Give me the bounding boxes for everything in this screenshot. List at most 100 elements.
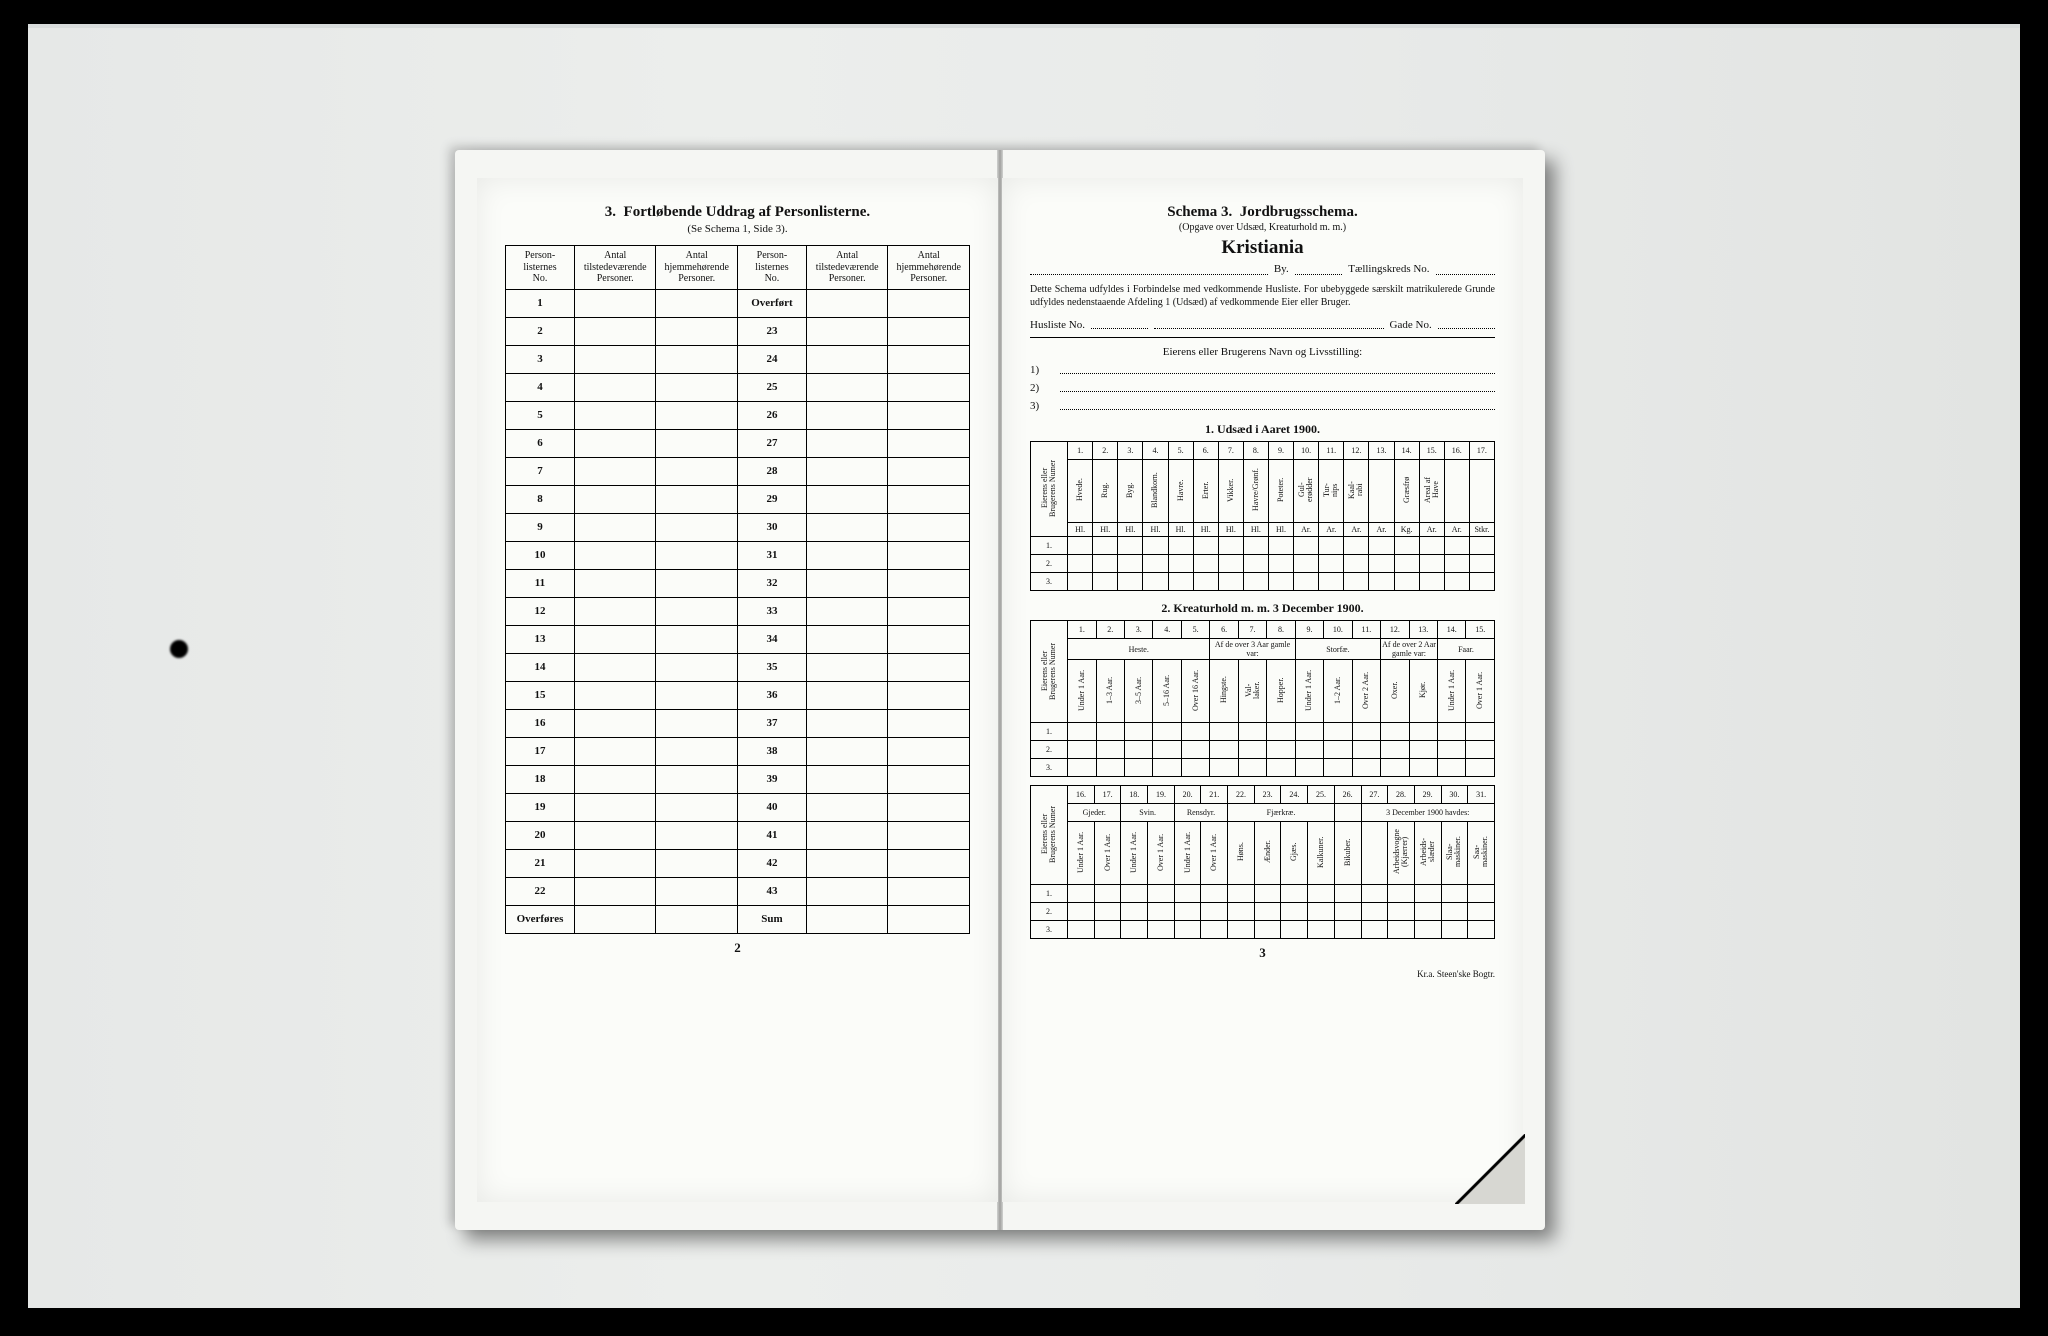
row-number: 24 <box>737 345 806 373</box>
data-row: 1. <box>1031 885 1495 903</box>
col-number: 24. <box>1281 786 1308 804</box>
row-number: 39 <box>737 765 806 793</box>
col-number: 1. <box>1068 621 1096 639</box>
col-number: 15. <box>1466 621 1495 639</box>
col-number: 4. <box>1143 442 1168 460</box>
row-number: 2. <box>1031 741 1068 759</box>
person-row: 1031 <box>506 541 970 569</box>
person-col-header: AntalhjemmehørendePersoner. <box>656 246 738 290</box>
data-row: 1. <box>1031 723 1495 741</box>
col-number: 5. <box>1168 442 1193 460</box>
col-heading: 1–3 Aar. <box>1096 660 1124 723</box>
row-number: 23 <box>737 317 806 345</box>
person-col-header: Person-listernesNo. <box>506 246 575 290</box>
row-number: Overført <box>737 289 806 317</box>
col-number: 23. <box>1254 786 1281 804</box>
udsaed-table: Eierens ellerBrugerens Numer1.2.3.4.5.6.… <box>1030 441 1495 591</box>
col-heading: Kaal-rabi <box>1344 460 1369 523</box>
col-heading: Under 1 Aar. <box>1174 822 1201 885</box>
person-row: 13 34 <box>506 625 970 653</box>
unit-cell: Ar. <box>1419 523 1444 537</box>
col-number: 10. <box>1324 621 1352 639</box>
data-row: 3. <box>1031 921 1495 939</box>
group-heading <box>1334 804 1361 822</box>
row-number: 29 <box>737 485 806 513</box>
col-heading: Gul-erødder <box>1294 460 1319 523</box>
row-number: 4 <box>506 373 575 401</box>
col-number: 17. <box>1469 442 1494 460</box>
group-heading: Svin. <box>1121 804 1174 822</box>
data-row: 2. <box>1031 555 1495 573</box>
group-heading: 3 December 1900 havdes: <box>1361 804 1495 822</box>
col-number: 9. <box>1268 442 1293 460</box>
data-row: 2. <box>1031 741 1495 759</box>
data-row: 1. <box>1031 537 1495 555</box>
row-number: 33 <box>737 597 806 625</box>
row-number: 36 <box>737 681 806 709</box>
col-heading: Græsfrø <box>1394 460 1419 523</box>
person-row: 1233 <box>506 597 970 625</box>
row-number: 43 <box>737 877 806 905</box>
owner-line: 1) <box>1030 364 1495 376</box>
row-number: 7 <box>506 457 575 485</box>
data-row: 3. <box>1031 573 1495 591</box>
col-heading: 5–16 Aar. <box>1153 660 1181 723</box>
col-heading: Under 1 Aar. <box>1121 822 1148 885</box>
col-heading: Vikker. <box>1218 460 1243 523</box>
row-number: 34 <box>737 625 806 653</box>
col-number: 25. <box>1308 786 1335 804</box>
col-number: 14. <box>1438 621 1466 639</box>
col-heading: Ænder. <box>1254 822 1281 885</box>
row-number: 3. <box>1031 573 1068 591</box>
row-number: 10 <box>506 541 575 569</box>
owner-line: 2) <box>1030 382 1495 394</box>
row-number: 26 <box>737 401 806 429</box>
row-number: 14 <box>506 653 575 681</box>
person-row: 2 23 <box>506 317 970 345</box>
col-heading: Under 1 Aar. <box>1438 660 1466 723</box>
group-heading: Af de over 2 Aar gamle var: <box>1381 639 1438 660</box>
col-heading: Rug. <box>1093 460 1118 523</box>
col-heading <box>1369 460 1394 523</box>
row-number: 11 <box>506 569 575 597</box>
col-number: 6. <box>1193 442 1218 460</box>
col-heading: Under 1 Aar. <box>1295 660 1323 723</box>
col-heading: Under 1 Aar. <box>1068 822 1095 885</box>
person-row: 930 <box>506 513 970 541</box>
owner-heading: Eierens eller Brugerens Navn og Livsstil… <box>1030 346 1495 358</box>
col-heading: Poteter. <box>1268 460 1293 523</box>
person-row: 324 <box>506 345 970 373</box>
schema-title: Schema 3. Jordbrugsschema. <box>1030 204 1495 221</box>
col-number: 27. <box>1361 786 1388 804</box>
person-table: Person-listernesNo.AntaltilstedeværendeP… <box>505 245 970 934</box>
col-number: 11. <box>1352 621 1380 639</box>
col-heading <box>1361 822 1388 885</box>
left-page-subtitle: (Se Schema 1, Side 3). <box>505 223 970 235</box>
col-heading: Slaa-maskiner. <box>1441 822 1468 885</box>
person-col-header: AntalhjemmehørendePersoner. <box>888 246 970 290</box>
section1-title: 1. Udsæd i Aaret 1900. <box>1030 422 1495 437</box>
col-number: 18. <box>1121 786 1148 804</box>
husliste-label: Husliste No. <box>1030 319 1085 331</box>
col-heading <box>1469 460 1494 523</box>
row-number: Overføres <box>506 905 575 933</box>
owner-line: 3) <box>1030 400 1495 412</box>
col-heading: Byg. <box>1118 460 1143 523</box>
col-number: 5. <box>1181 621 1209 639</box>
unit-cell: Ar. <box>1319 523 1344 537</box>
col-number: 11. <box>1319 442 1344 460</box>
city-heading: Kristiania <box>1030 237 1495 259</box>
photo-blemish <box>170 640 188 658</box>
row-number: 13 <box>506 625 575 653</box>
unit-cell: Hl. <box>1118 523 1143 537</box>
data-row: 3. <box>1031 759 1495 777</box>
right-page-number: 3 <box>1030 945 1495 961</box>
person-col-header: AntaltilstedeværendePersoner. <box>574 246 656 290</box>
unit-cell: Ar. <box>1294 523 1319 537</box>
row-number: 35 <box>737 653 806 681</box>
col-number: 21. <box>1201 786 1228 804</box>
folded-corner <box>1455 1134 1525 1204</box>
col-number: 2. <box>1096 621 1124 639</box>
row-number: 2 <box>506 317 575 345</box>
row-number: 25 <box>737 373 806 401</box>
